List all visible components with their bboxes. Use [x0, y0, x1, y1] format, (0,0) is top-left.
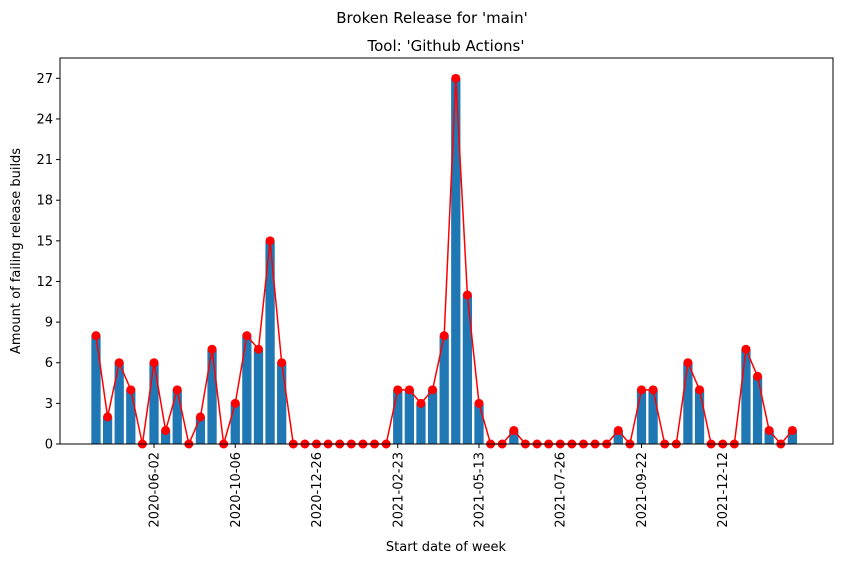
point — [253, 344, 263, 354]
point — [439, 331, 449, 341]
bar — [451, 78, 461, 444]
bar — [149, 362, 159, 444]
bar — [648, 389, 658, 444]
point — [114, 358, 124, 368]
point — [277, 358, 287, 368]
point — [695, 385, 705, 395]
point — [474, 398, 484, 408]
x-tick-label: 2021-05-13 — [472, 452, 487, 528]
x-tick-label: 2021-12-12 — [716, 452, 731, 528]
bar — [253, 349, 264, 444]
y-tick-label: 27 — [36, 72, 53, 87]
y-tick-label: 24 — [36, 112, 53, 127]
point — [126, 385, 136, 395]
y-tick-label: 9 — [45, 316, 53, 331]
x-tick-label: 2021-02-23 — [391, 452, 406, 528]
bar — [242, 335, 252, 444]
point — [161, 425, 171, 435]
bar — [787, 430, 798, 444]
x-axis-label: Start date of week — [386, 540, 507, 555]
x-tick-label: 2021-09-22 — [635, 452, 650, 528]
bar — [694, 389, 705, 444]
point — [416, 398, 426, 408]
y-tick-label: 3 — [45, 397, 53, 412]
bar — [427, 389, 438, 444]
point — [648, 385, 658, 395]
chart-title: Tool: 'Github Actions' — [367, 37, 525, 55]
bar — [439, 335, 449, 444]
bar — [683, 362, 693, 444]
bar — [230, 403, 240, 444]
point — [265, 236, 275, 246]
point — [741, 344, 751, 354]
bar — [265, 240, 275, 444]
y-tick-label: 6 — [45, 356, 53, 371]
x-tick-label: 2021-07-26 — [554, 452, 569, 528]
bar — [636, 389, 647, 444]
point — [230, 398, 240, 408]
point — [683, 358, 693, 368]
point — [149, 358, 159, 368]
bar — [613, 430, 623, 444]
point — [207, 344, 217, 354]
bar — [160, 430, 171, 444]
point — [753, 371, 763, 381]
plot-frame — [59, 57, 834, 445]
point — [462, 290, 472, 300]
x-tick-label: 2020-10-06 — [229, 452, 244, 528]
bar — [207, 349, 217, 444]
point — [103, 412, 113, 422]
bar — [462, 295, 473, 444]
point — [195, 412, 205, 422]
point — [91, 331, 101, 341]
bar — [195, 416, 206, 444]
bar — [741, 349, 751, 444]
y-axis-label: Amount of failing release builds — [9, 148, 24, 354]
point — [242, 331, 252, 341]
bar — [764, 430, 774, 444]
point — [613, 425, 623, 435]
chart-suptitle: Broken Release for 'main' — [336, 9, 527, 27]
point — [764, 425, 774, 435]
y-tick-label: 21 — [36, 153, 53, 168]
point — [172, 385, 182, 395]
bar — [404, 389, 415, 444]
y-tick-label: 18 — [36, 194, 53, 209]
bar — [126, 389, 136, 444]
point — [787, 425, 797, 435]
bar — [474, 403, 484, 444]
bar — [102, 416, 113, 444]
bar — [416, 403, 426, 444]
x-tick-label: 2020-06-02 — [148, 452, 163, 528]
y-tick-label: 0 — [45, 438, 53, 453]
bar — [752, 376, 763, 444]
bar — [114, 362, 124, 444]
y-tick-label: 12 — [36, 275, 53, 290]
bar — [277, 362, 287, 444]
point — [393, 385, 403, 395]
point — [404, 385, 414, 395]
point — [509, 425, 519, 435]
bar — [172, 389, 182, 444]
bar — [509, 430, 519, 444]
y-tick-label: 15 — [36, 234, 53, 249]
bar — [91, 335, 101, 444]
x-tick-label: 2020-12-26 — [310, 452, 325, 528]
point — [428, 385, 438, 395]
bar — [393, 389, 403, 444]
point — [451, 73, 461, 83]
point — [636, 385, 646, 395]
